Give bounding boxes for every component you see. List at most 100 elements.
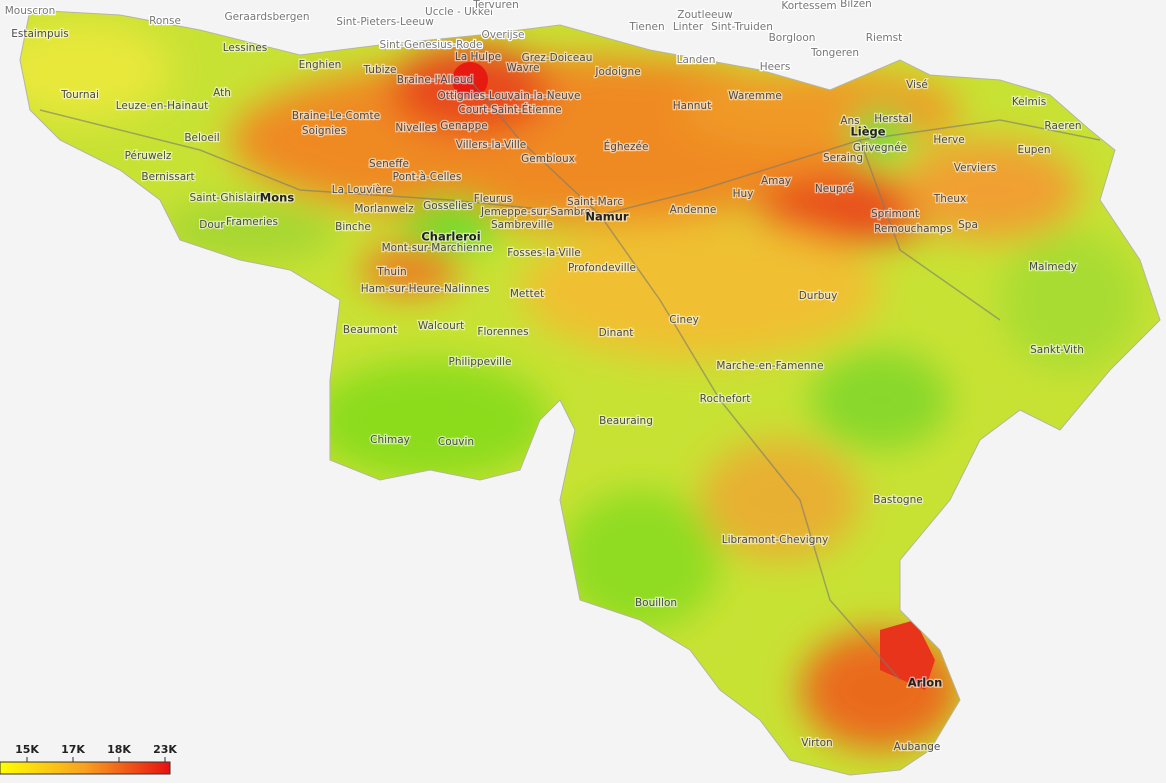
place-label: Villers-la-Ville bbox=[456, 139, 526, 151]
place-label: Ans bbox=[840, 115, 859, 127]
place-label: Bouillon bbox=[635, 597, 677, 609]
place-label: Nivelles bbox=[395, 122, 436, 134]
neighbour-label: Bilzen bbox=[840, 0, 872, 10]
place-label: Raeren bbox=[1044, 120, 1081, 132]
neighbour-label: Tongeren bbox=[810, 47, 859, 59]
place-label: Mont-sur-Marchienne bbox=[382, 242, 493, 254]
place-label: Huy bbox=[733, 188, 754, 200]
place-label: Chimay bbox=[370, 434, 410, 446]
place-label: Péruwelz bbox=[125, 150, 172, 162]
neighbour-label: Linter bbox=[673, 21, 704, 33]
place-label: Jemeppe-sur-Sambre bbox=[480, 206, 591, 218]
place-label: Namur bbox=[585, 210, 629, 224]
place-label: Durbuy bbox=[799, 290, 838, 302]
place-label: Pont-à-Celles bbox=[393, 171, 462, 183]
place-label: Enghien bbox=[299, 59, 342, 71]
place-label: Thuin bbox=[376, 266, 406, 278]
place-label: Court-Saint-Étienne bbox=[458, 103, 561, 116]
place-label: Genappe bbox=[440, 120, 487, 132]
place-label: La Hulpe bbox=[455, 51, 501, 63]
neighbour-label: Borgloon bbox=[769, 32, 816, 44]
legend-tick-label: 18K bbox=[107, 743, 131, 756]
place-label: Tubize bbox=[362, 64, 396, 76]
neighbour-label: Uccle - Ukkel bbox=[425, 6, 493, 18]
place-label: Éghezée bbox=[604, 140, 649, 153]
place-label: Grivegnée bbox=[853, 142, 907, 154]
place-label: Mettet bbox=[510, 288, 544, 300]
place-label: Visé bbox=[906, 79, 928, 91]
place-label: Herstal bbox=[874, 113, 912, 125]
place-label: Seneffe bbox=[369, 158, 409, 170]
place-label: Sambreville bbox=[491, 219, 553, 231]
neighbour-label: Kortessem bbox=[781, 0, 836, 12]
place-label: Profondeville bbox=[568, 262, 636, 274]
place-label: Waremme bbox=[728, 90, 782, 102]
place-label: Binche bbox=[335, 221, 371, 233]
place-label: Tournai bbox=[60, 89, 99, 101]
neighbour-label: Geraardsbergen bbox=[224, 11, 309, 23]
neighbour-label: Ronse bbox=[149, 15, 181, 27]
place-label: Aubange bbox=[894, 741, 941, 753]
neighbour-label: Zoutleeuw bbox=[677, 9, 733, 21]
place-label: Malmedy bbox=[1029, 261, 1077, 273]
place-label: Marche-en-Famenne bbox=[716, 360, 823, 372]
place-label: Dinant bbox=[599, 327, 634, 339]
place-label: Ham-sur-Heure-Nalinnes bbox=[361, 283, 490, 295]
neighbour-label: Riemst bbox=[866, 32, 903, 44]
place-label: Estaimpuis bbox=[11, 28, 69, 40]
place-label: Jodoigne bbox=[594, 66, 640, 78]
place-label: Rochefort bbox=[700, 393, 751, 405]
neighbour-label: Landen bbox=[677, 54, 716, 66]
place-label: Walcourt bbox=[418, 320, 464, 332]
place-label: Ottignies-Louvain-la-Neuve bbox=[438, 90, 581, 102]
place-label: Saint-Marc bbox=[567, 196, 623, 208]
legend-bar bbox=[0, 761, 171, 775]
place-label: Wavre bbox=[507, 62, 540, 74]
roads bbox=[39, 79, 1101, 681]
place-label: Charleroi bbox=[421, 230, 480, 244]
place-label: Sankt-Vith bbox=[1030, 344, 1084, 356]
place-label: Braine-Le-Comte bbox=[292, 110, 380, 122]
place-label: Couvin bbox=[438, 436, 474, 448]
place-label: La Louvière bbox=[332, 184, 393, 196]
place-label: Andenne bbox=[670, 204, 717, 216]
legend-tick-label: 15K bbox=[15, 743, 39, 756]
place-label: Theux bbox=[933, 193, 966, 205]
place-label: Hannut bbox=[673, 100, 711, 112]
place-label: Eupen bbox=[1017, 144, 1050, 156]
place-label: Ath bbox=[213, 87, 231, 99]
place-label: Philippeville bbox=[449, 356, 512, 368]
place-label: Gosselies bbox=[423, 200, 473, 212]
place-label: Beauraing bbox=[599, 415, 653, 427]
neighbour-label: Mouscron bbox=[5, 5, 56, 17]
neighbour-label: Overijse bbox=[481, 29, 524, 41]
place-label: Lessines bbox=[223, 42, 268, 54]
place-label: Verviers bbox=[954, 162, 997, 174]
place-label: Leuze-en-Hainaut bbox=[116, 100, 209, 112]
place-label: Saint-Ghislain bbox=[189, 192, 262, 204]
neighbour-label: Tienen bbox=[628, 21, 664, 33]
neighbour-label: Sint-Truiden bbox=[711, 21, 773, 33]
neighbour-label: Sint-Genesius-Rode bbox=[380, 39, 483, 51]
legend: 15K 17K 18K 23K bbox=[0, 743, 177, 775]
place-label: Fleurus bbox=[474, 193, 513, 205]
place-label: Ciney bbox=[669, 314, 699, 326]
place-label: Braine-l'Alleud bbox=[397, 74, 473, 86]
place-label: Virton bbox=[801, 737, 832, 749]
place-label: Florennes bbox=[477, 326, 528, 338]
place-label: Mons bbox=[260, 191, 295, 205]
legend-tick-label: 17K bbox=[61, 743, 85, 756]
place-label: Herve bbox=[933, 134, 964, 146]
place-label: Sprimont bbox=[871, 208, 919, 220]
place-label: Spa bbox=[958, 219, 978, 231]
place-label: Remouchamps bbox=[874, 223, 952, 235]
place-label: Kelmis bbox=[1012, 96, 1046, 108]
place-label: Gembloux bbox=[521, 153, 575, 165]
place-label: Bernissart bbox=[141, 171, 194, 183]
legend-tick-label: 23K bbox=[153, 743, 177, 756]
place-label: Frameries bbox=[226, 216, 278, 228]
place-label: Liège bbox=[850, 125, 885, 139]
place-label: Seraing bbox=[823, 152, 863, 164]
place-label: Neupré bbox=[815, 183, 853, 195]
place-label: Dour bbox=[199, 219, 225, 231]
